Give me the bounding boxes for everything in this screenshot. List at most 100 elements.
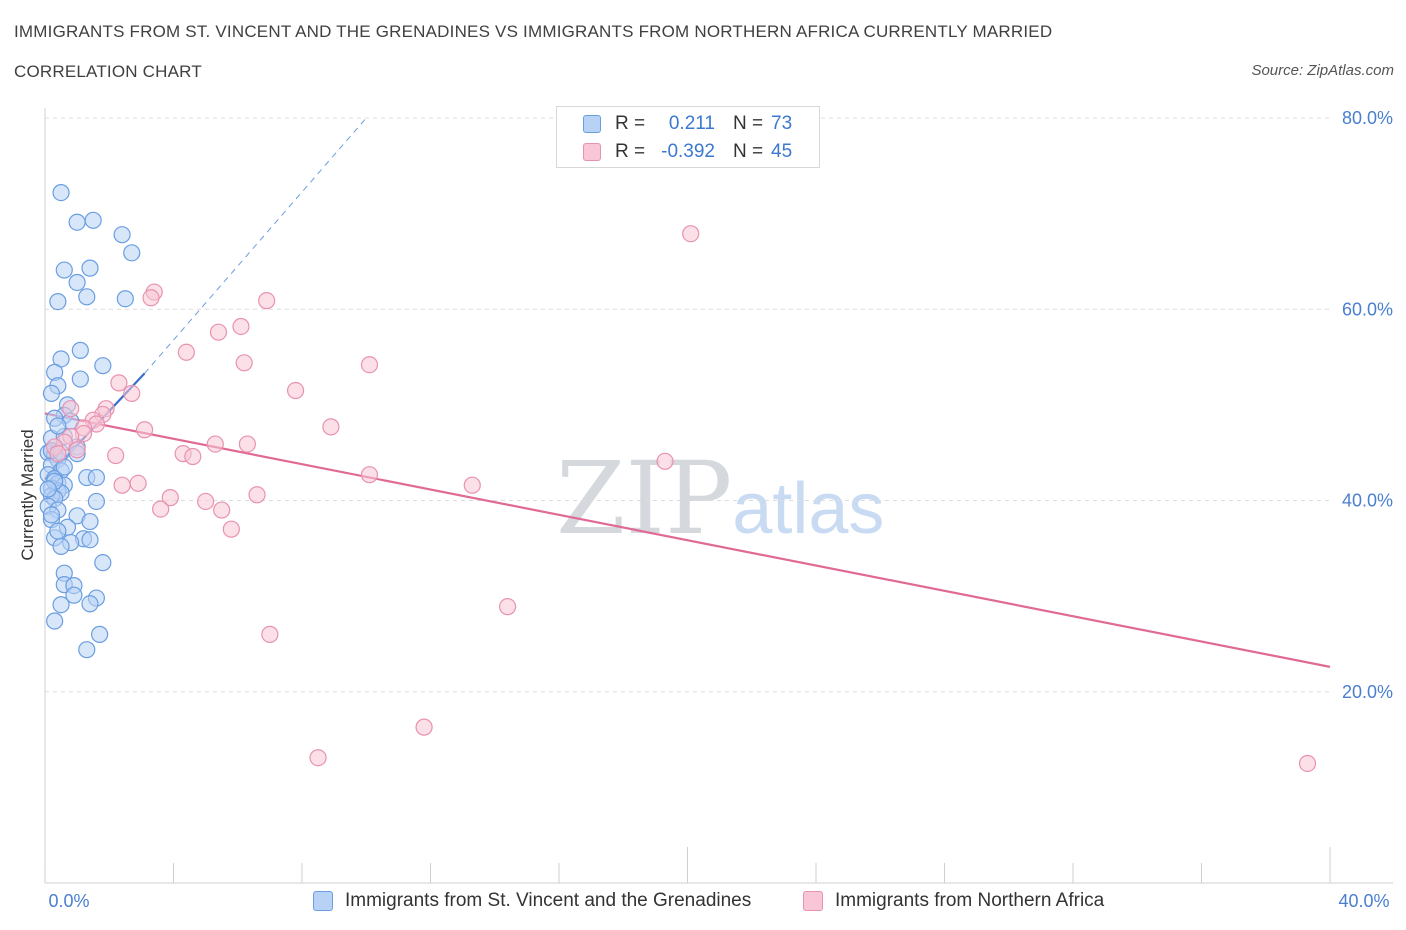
point-pink bbox=[682, 225, 700, 243]
legend-row-pink: R = -0.392 N = 45 bbox=[557, 138, 821, 166]
point-blue bbox=[81, 259, 99, 277]
point-pink bbox=[49, 445, 67, 463]
point-blue bbox=[68, 213, 86, 231]
y-tick-label: 60.0% bbox=[1342, 299, 1393, 319]
legend-swatch-pink bbox=[583, 143, 601, 161]
tick-labels: 20.0% 40.0% 60.0% 80.0% 0.0% 40.0% bbox=[48, 108, 1393, 911]
point-blue bbox=[81, 595, 99, 613]
point-pink bbox=[248, 486, 266, 504]
point-pink bbox=[213, 501, 231, 519]
point-pink bbox=[177, 343, 195, 361]
point-pink bbox=[142, 289, 160, 307]
series-legend-swatch-pink bbox=[803, 891, 823, 911]
point-blue bbox=[87, 468, 106, 487]
point-pink bbox=[232, 317, 250, 336]
point-pink bbox=[286, 381, 305, 400]
series-legend-label: Immigrants from Northern Africa bbox=[835, 890, 1105, 911]
point-pink bbox=[235, 354, 253, 372]
point-blue bbox=[81, 531, 99, 549]
correlation-legend: R = 0.211 N = 73 R = -0.392 N = 45 bbox=[556, 106, 820, 168]
source-label: Source: ZipAtlas.com bbox=[1251, 62, 1394, 79]
trend-line-pink bbox=[44, 412, 1331, 668]
legend-n-value: 73 bbox=[771, 113, 793, 134]
axes bbox=[44, 108, 1393, 884]
point-blue bbox=[42, 384, 61, 402]
point-blue bbox=[113, 226, 131, 244]
point-blue bbox=[94, 554, 112, 572]
watermark-atlas: atlas bbox=[732, 469, 885, 549]
point-blue bbox=[116, 290, 134, 308]
data-points bbox=[39, 183, 1317, 773]
point-pink bbox=[360, 356, 379, 374]
trend-extension-blue bbox=[144, 117, 367, 374]
point-blue bbox=[94, 357, 112, 375]
point-blue bbox=[46, 612, 64, 630]
series-legend-label: Immigrants from St. Vincent and the Gren… bbox=[345, 890, 752, 911]
point-pink bbox=[107, 446, 125, 465]
x-tick-label: 0.0% bbox=[48, 891, 89, 911]
watermark-zip: ZIP bbox=[556, 440, 733, 557]
point-pink bbox=[656, 452, 674, 470]
point-blue bbox=[68, 273, 86, 292]
x-tick-label: 40.0% bbox=[1338, 891, 1389, 911]
y-tick-label: 20.0% bbox=[1342, 682, 1393, 702]
legend-swatch-blue bbox=[583, 115, 601, 133]
y-axis-label: Currently Married bbox=[18, 429, 37, 560]
point-pink bbox=[322, 418, 340, 436]
point-pink bbox=[415, 718, 433, 736]
point-blue bbox=[71, 341, 89, 359]
point-pink bbox=[309, 749, 327, 767]
point-pink bbox=[206, 435, 224, 453]
legend-n-label: N = bbox=[733, 113, 764, 134]
point-blue bbox=[49, 293, 67, 311]
point-pink bbox=[68, 441, 86, 459]
point-pink bbox=[463, 476, 481, 494]
series-legend-swatch-blue bbox=[313, 891, 333, 911]
point-pink bbox=[197, 492, 215, 511]
y-tick-label: 80.0% bbox=[1342, 108, 1393, 128]
point-pink bbox=[258, 292, 276, 310]
grid-lines bbox=[45, 117, 1330, 693]
point-pink bbox=[222, 520, 240, 538]
point-pink bbox=[113, 476, 131, 494]
point-pink bbox=[62, 400, 80, 418]
point-pink bbox=[184, 447, 202, 466]
chart-title: IMMIGRANTS FROM ST. VINCENT AND THE GREN… bbox=[14, 22, 1053, 41]
legend-r-value: 0.211 bbox=[668, 113, 715, 134]
point-blue bbox=[87, 492, 106, 511]
watermark: ZIPatlas bbox=[556, 440, 884, 557]
legend-n-label: N = bbox=[733, 141, 764, 162]
point-pink bbox=[261, 625, 279, 643]
legend-n-value: 45 bbox=[771, 141, 793, 162]
point-pink bbox=[110, 374, 128, 392]
point-pink bbox=[129, 474, 147, 492]
point-blue bbox=[65, 586, 83, 604]
point-blue bbox=[52, 596, 70, 614]
point-pink bbox=[135, 421, 154, 439]
legend-r-label: R = bbox=[615, 141, 646, 162]
point-blue bbox=[49, 417, 67, 435]
point-blue bbox=[84, 211, 102, 229]
point-blue bbox=[42, 506, 61, 524]
point-blue bbox=[91, 625, 109, 643]
point-blue bbox=[49, 522, 67, 540]
point-pink bbox=[238, 435, 256, 453]
legend-r-value: -0.392 bbox=[661, 141, 715, 162]
point-pink bbox=[161, 489, 179, 507]
point-blue bbox=[123, 244, 141, 262]
point-pink bbox=[152, 500, 170, 518]
point-pink bbox=[499, 598, 517, 616]
legend-row-blue: R = 0.211 N = 73 bbox=[557, 110, 821, 138]
point-pink bbox=[360, 466, 379, 484]
point-blue bbox=[78, 641, 96, 659]
point-blue bbox=[55, 261, 73, 279]
point-blue bbox=[81, 512, 99, 531]
trend-lines bbox=[44, 117, 1331, 668]
point-blue bbox=[52, 537, 70, 556]
point-blue bbox=[52, 183, 70, 202]
point-blue bbox=[39, 480, 57, 498]
legend-r-label: R = bbox=[615, 113, 646, 134]
point-blue bbox=[78, 288, 96, 306]
point-pink bbox=[123, 384, 141, 402]
